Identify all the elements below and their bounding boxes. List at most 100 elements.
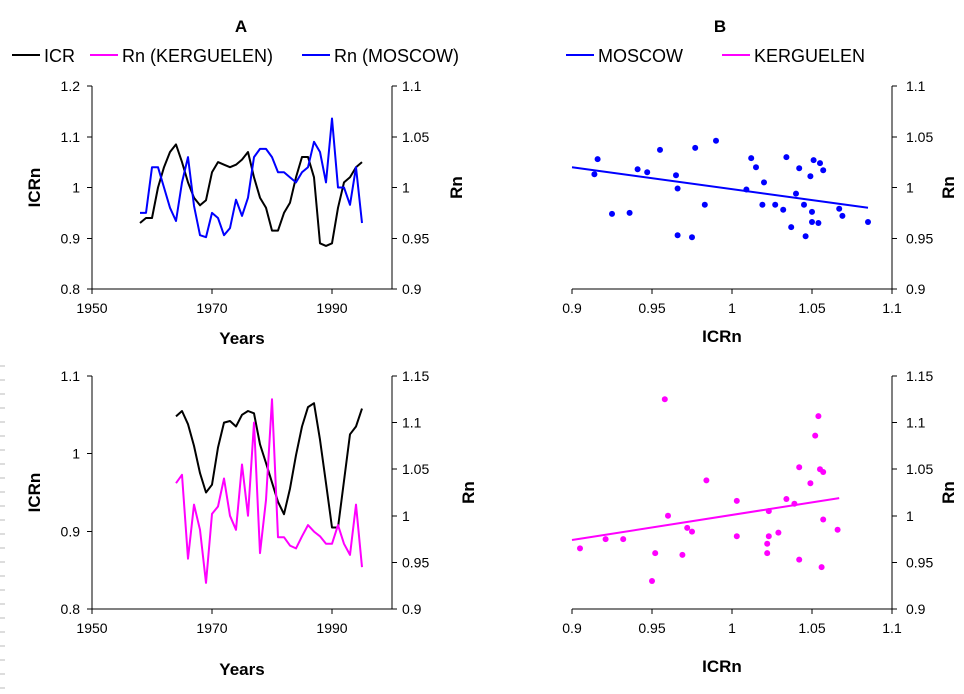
x-axis-title: Years [219,660,264,679]
data-point [839,212,846,219]
trendline [571,166,869,209]
y2-tick-label: 1.1 [402,78,422,94]
data-point [865,219,871,225]
data-point [679,551,686,558]
data-point [692,144,699,151]
data-point [796,556,803,563]
data-point [713,137,719,144]
y2-tick-label: 1.1 [402,415,422,431]
y2-tick-label: 1.15 [402,368,429,384]
data-point [802,233,809,240]
legend-b-label-0: MOSCOW [598,46,683,66]
series-line-icr [175,402,363,529]
y-tick-label: 1.05 [906,129,933,145]
x-tick-label: 1950 [76,300,107,316]
data-point [783,496,790,502]
y2-tick-label: 0.9 [402,281,422,297]
data-point [674,232,681,239]
data-point [780,206,787,213]
chart-a-top: 1950 1970 1990 0.8 0.9 1 1.1 1.2 0.9 0.95 1 1.05 1.1… [25,78,466,348]
data-point [812,432,819,439]
data-point [753,164,759,171]
y-axis-title: ICRn [25,473,44,513]
data-point [761,179,767,186]
data-point [657,146,663,153]
data-point [644,169,651,176]
y-tick-label: 0.9 [906,601,926,617]
data-point [759,201,766,208]
data-point [634,166,641,173]
legend-a: ICR Rn (KERGUELEN) Rn (MOSCOW) [12,46,459,66]
legend-b: MOSCOW KERGUELEN [566,46,865,66]
series-line-rn-moscow [140,117,363,239]
data-point [626,209,633,216]
data-point [834,526,841,533]
x-tick-label: 1970 [196,300,227,316]
data-point [733,497,740,504]
data-point [684,524,691,531]
data-point [649,578,655,584]
y-tick-label: 0.9 [61,230,81,246]
trendline [571,497,840,542]
y-tick-label: 0.95 [906,554,933,570]
y-tick-label: 1 [906,180,914,196]
y2-axis-title: Rn [459,481,478,504]
data-point [820,167,827,174]
data-point [788,224,795,231]
data-point [765,533,772,540]
y2-tick-label: 1.05 [402,461,429,477]
y-axis-title: ICRn [25,168,44,208]
data-point [733,533,740,540]
y-tick-label: 1.1 [61,129,81,145]
y-tick-label: 1.2 [61,78,81,94]
data-point [665,512,671,519]
y2-tick-label: 1 [402,180,410,196]
y-tick-label: 1.1 [61,368,81,384]
x-tick-label: 1990 [316,300,347,316]
y-tick-label: 1 [72,446,80,462]
y-tick-label: 0.95 [906,230,933,246]
legend-a-label-0: ICR [44,46,75,66]
y-tick-label: 0.8 [61,281,81,297]
data-point [775,529,782,536]
x-tick-label: 1.1 [882,300,902,316]
data-point [673,172,679,179]
x-tick-label: 0.95 [638,620,665,636]
y-tick-label: 0.8 [61,601,81,617]
data-point [796,165,803,172]
data-point [652,550,659,557]
panel-a-title: A [235,17,247,36]
data-point [689,528,695,535]
data-point [609,210,615,217]
data-point [772,201,779,208]
data-point [810,157,817,164]
data-point [748,155,755,162]
legend-a-label-2: Rn (MOSCOW) [334,46,459,66]
data-point [764,550,771,557]
y-tick-label: 1.15 [906,368,933,384]
y2-tick-label: 0.95 [402,230,429,246]
x-tick-label: 1950 [76,620,107,636]
y2-tick-label: 0.9 [402,601,422,617]
y2-tick-label: 0.95 [402,554,429,570]
data-point [809,219,815,225]
x-tick-label: 1970 [196,620,227,636]
data-point [620,536,627,543]
data-point [594,156,601,163]
data-point [602,536,609,543]
data-point [817,160,823,167]
data-point [793,190,799,197]
data-point [818,564,825,571]
y-tick-label: 1 [72,180,80,196]
data-point [577,545,583,552]
y-tick-label: 1.1 [906,415,926,431]
panel-b-title: B [714,17,726,36]
x-tick-label: 1.1 [882,620,902,636]
data-point [801,201,807,208]
data-point [807,480,814,487]
chart-a-bottom: 1950 1970 1990 0.8 0.9 1 1.1 0.9 0.95 1 1.05 1.1 1.1… [25,368,478,679]
y-tick-label: 1.1 [906,78,926,94]
